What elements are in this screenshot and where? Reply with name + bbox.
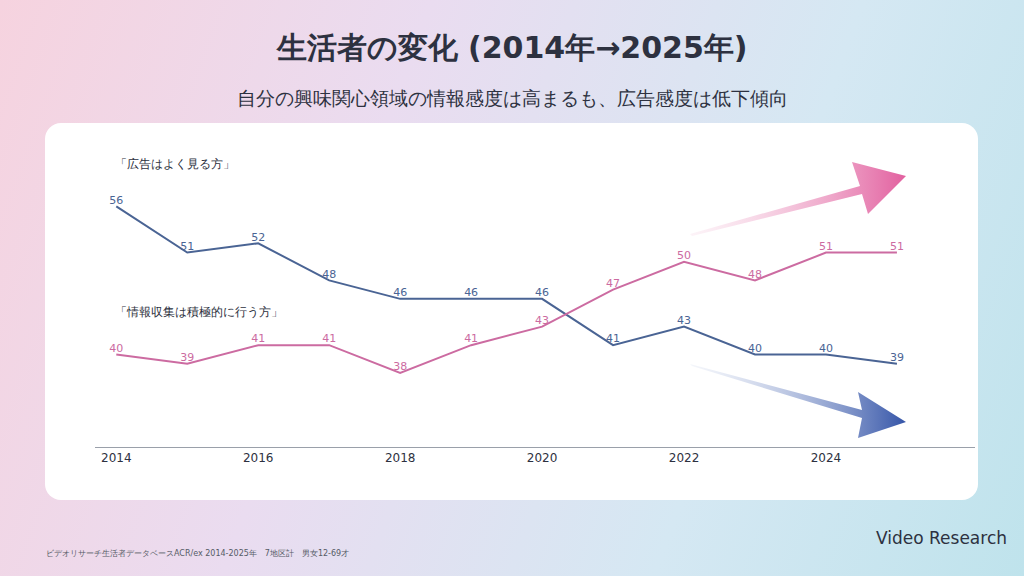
svg-text:43: 43 <box>677 314 691 327</box>
svg-text:2016: 2016 <box>243 451 274 465</box>
svg-text:38: 38 <box>393 360 407 373</box>
svg-text:40: 40 <box>819 342 833 355</box>
svg-text:2014: 2014 <box>101 451 132 465</box>
svg-text:2020: 2020 <box>527 451 558 465</box>
svg-text:40: 40 <box>748 342 762 355</box>
svg-text:46: 46 <box>535 286 549 299</box>
svg-text:39: 39 <box>180 351 194 364</box>
svg-text:48: 48 <box>322 268 336 281</box>
html-text:生活者の変化 (2014年→2025年): 生活者の変化 (2014年→2025年) <box>276 30 748 65</box>
svg-text:2024: 2024 <box>811 451 842 465</box>
svg-text:40: 40 <box>109 342 123 355</box>
html-text:ビデオリサーチ生活者データベースACR/ex 2014-20: ビデオリサーチ生活者データベースACR/ex 2014-2025年 7地区計 男… <box>46 549 350 558</box>
svg-text:2022: 2022 <box>669 451 700 465</box>
svg-text:41: 41 <box>464 332 478 345</box>
svg-text:56: 56 <box>109 194 123 207</box>
svg-text:52: 52 <box>251 231 265 244</box>
svg-text:39: 39 <box>890 351 904 364</box>
html-text:自分の興味関心領域の情報感度は高まるも、広告感度は低下傾向: 自分の興味関心領域の情報感度は高まるも、広告感度は低下傾向 <box>236 87 788 109</box>
svg-text:41: 41 <box>606 332 620 345</box>
svg-text:41: 41 <box>322 332 336 345</box>
svg-text:47: 47 <box>606 277 620 290</box>
svg-text:2018: 2018 <box>385 451 416 465</box>
svg-text:41: 41 <box>251 332 265 345</box>
html-text:Video Research: Video Research <box>876 528 1007 548</box>
svg-text:43: 43 <box>535 314 549 327</box>
svg-text:「情報収集は積極的に行う方」: 「情報収集は積極的に行う方」 <box>115 305 283 319</box>
svg-text:46: 46 <box>393 286 407 299</box>
svg-text:51: 51 <box>890 240 904 253</box>
svg-text:46: 46 <box>464 286 478 299</box>
svg-text:48: 48 <box>748 268 762 281</box>
svg-text:「広告はよく見る方」: 「広告はよく見る方」 <box>115 157 235 171</box>
svg-text:51: 51 <box>180 240 194 253</box>
svg-text:50: 50 <box>677 249 691 262</box>
svg-text:51: 51 <box>819 240 833 253</box>
